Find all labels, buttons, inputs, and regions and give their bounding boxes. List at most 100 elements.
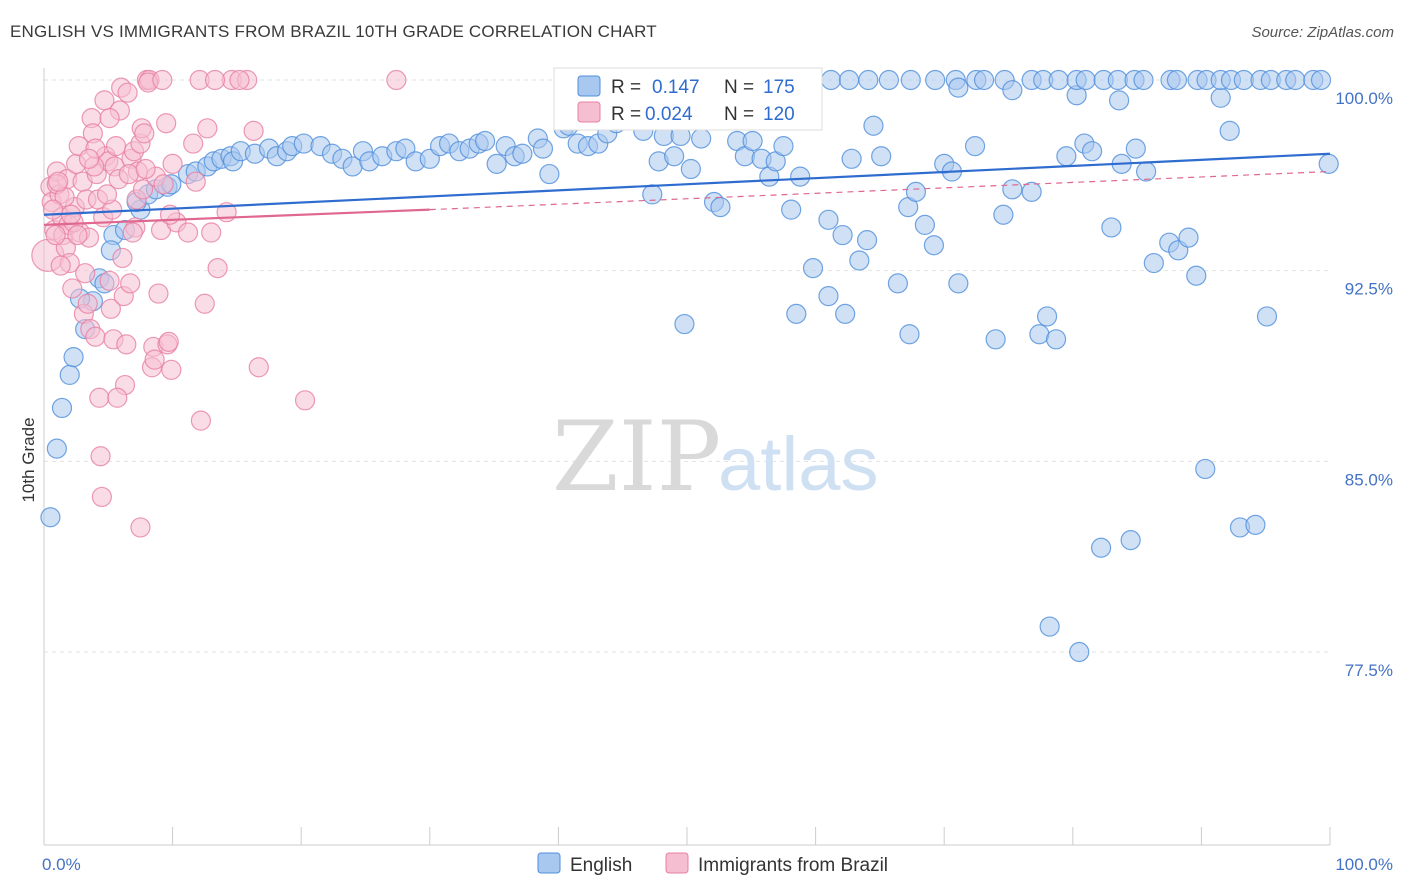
english-point xyxy=(742,130,763,152)
trend-line-brazil-extension xyxy=(429,170,1331,211)
brazil-point xyxy=(158,331,179,352)
legend-n-value-brazil: 120 xyxy=(763,104,795,125)
english-point xyxy=(973,69,995,91)
english-point xyxy=(1039,616,1060,637)
brazil-point xyxy=(162,153,183,174)
english-point xyxy=(293,133,314,154)
bottom-legend: English Immigrants from Brazil xyxy=(537,852,888,876)
english-point xyxy=(781,199,802,220)
watermark-atlas: atlas xyxy=(718,422,879,507)
english-point xyxy=(878,69,900,91)
brazil-point xyxy=(197,118,218,139)
english-point xyxy=(993,204,1014,225)
trend-lines xyxy=(43,152,1331,227)
legend-r-value-brazil: 0.024 xyxy=(645,104,693,125)
brazil-point xyxy=(207,258,228,279)
english-point xyxy=(790,166,811,187)
brazil-point xyxy=(48,171,69,192)
legend-r-label-english: R = xyxy=(611,77,641,98)
english-point xyxy=(642,184,663,205)
english-point xyxy=(905,181,927,202)
english-point xyxy=(1101,217,1122,238)
brazil-point xyxy=(117,82,138,103)
english-point xyxy=(818,209,839,230)
english-point xyxy=(710,197,731,218)
brazil-point xyxy=(99,270,120,291)
y-tick-labels: 100.0% 92.5% 85.0% 77.5% xyxy=(1335,89,1393,680)
english-point xyxy=(1056,146,1077,167)
english-point xyxy=(914,214,936,236)
english-point xyxy=(1318,153,1339,174)
english-point xyxy=(835,303,856,324)
brazil-point xyxy=(190,410,211,431)
english-point xyxy=(1045,329,1067,350)
english-point xyxy=(1186,265,1207,286)
english-point xyxy=(925,69,946,91)
y-tick-label-2: 85.0% xyxy=(1345,470,1393,489)
english-point xyxy=(680,158,701,180)
brazil-point xyxy=(132,179,154,200)
english-point xyxy=(1143,252,1164,274)
english-point xyxy=(1125,138,1146,159)
english-point xyxy=(773,135,794,157)
english-point xyxy=(1210,87,1231,108)
english-point xyxy=(832,224,853,246)
english-point xyxy=(985,329,1006,350)
english-point xyxy=(691,128,712,149)
english-point xyxy=(539,163,560,185)
watermark-zip: ZIP xyxy=(552,401,721,513)
english-point xyxy=(849,250,870,271)
brazil-point xyxy=(78,148,100,169)
english-point xyxy=(474,130,496,152)
x-tick-labels: 0.0% 100.0% xyxy=(42,855,1393,874)
english-point xyxy=(1195,458,1216,480)
english-point xyxy=(1133,69,1154,91)
english-point xyxy=(532,138,554,159)
english-point xyxy=(1285,69,1306,91)
brazil-point xyxy=(45,224,66,246)
y-tick-label-3: 77.5% xyxy=(1345,661,1393,680)
brazil-point xyxy=(91,486,112,508)
english-point xyxy=(1245,514,1266,535)
brazil-point xyxy=(62,278,83,299)
trend-line-english xyxy=(43,152,1331,216)
legend-r-value-english: 0.147 xyxy=(652,77,700,98)
brazil-point xyxy=(112,247,133,269)
brazil-point xyxy=(130,517,151,538)
legend-swatch-english xyxy=(577,75,601,97)
english-point xyxy=(1108,90,1130,111)
brazil-point xyxy=(152,69,173,91)
english-point xyxy=(664,146,685,167)
english-point xyxy=(948,77,969,98)
english-point xyxy=(818,285,839,307)
english-point xyxy=(1166,69,1188,91)
english-point xyxy=(59,364,80,385)
english-point xyxy=(1029,324,1050,345)
brazil-point xyxy=(386,69,407,91)
english-point xyxy=(871,146,892,167)
chart-title: ENGLISH VS IMMIGRANTS FROM BRAZIL 10TH G… xyxy=(10,22,657,41)
x-tick-label-1: 100.0% xyxy=(1335,855,1393,874)
legend-n-value-english: 175 xyxy=(763,77,795,98)
brazil-point xyxy=(122,222,143,243)
legend-swatch-brazil xyxy=(577,101,601,123)
english-point xyxy=(1256,306,1278,327)
brazil-point xyxy=(116,334,137,355)
bottom-legend-label-english: English xyxy=(570,855,632,876)
bottom-legend-label-brazil: Immigrants from Brazil xyxy=(698,855,888,876)
brazil-point xyxy=(118,163,139,185)
y-tick-label-1: 92.5% xyxy=(1345,280,1393,299)
english-point xyxy=(1048,69,1069,91)
english-point xyxy=(1075,69,1096,91)
brazil-point xyxy=(153,174,174,195)
brazil-point xyxy=(201,222,222,243)
brazil-point xyxy=(183,133,204,154)
brazil-point xyxy=(99,108,120,129)
brazil-point xyxy=(67,224,88,246)
english-point xyxy=(1219,120,1240,141)
legend-n-label-english: N = xyxy=(724,77,754,98)
english-point xyxy=(964,135,986,157)
brazil-point xyxy=(42,199,64,220)
brazil-point xyxy=(294,390,316,411)
english-point xyxy=(40,507,61,528)
